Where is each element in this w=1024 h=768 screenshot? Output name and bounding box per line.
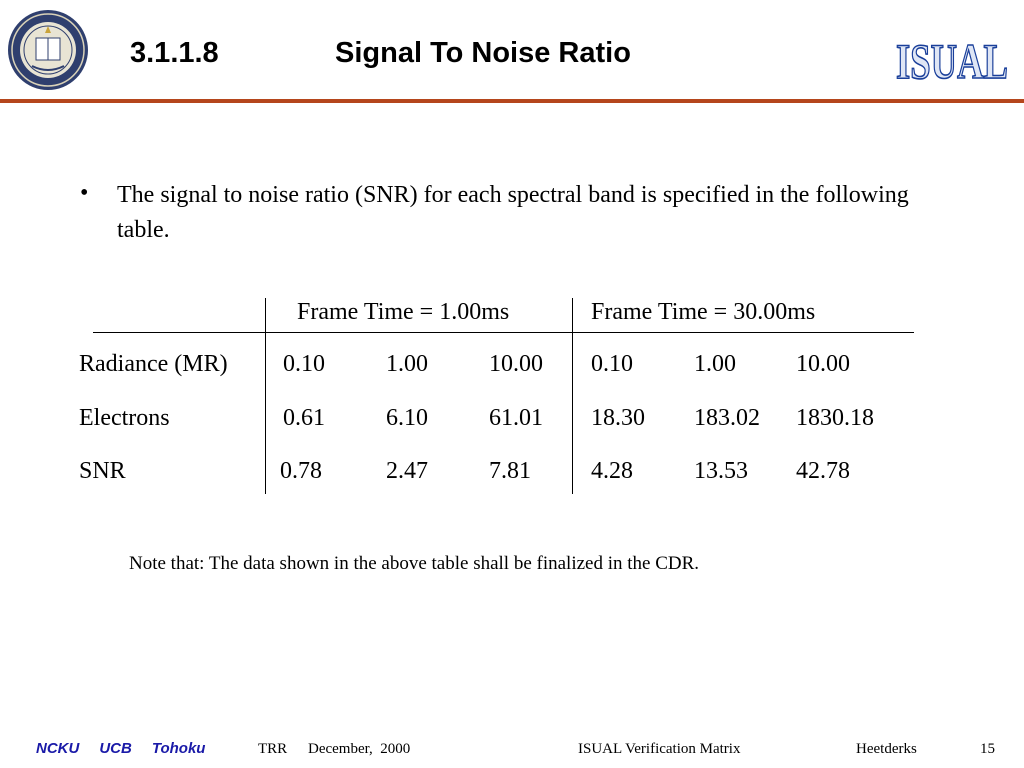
table-cell: 61.01 — [489, 405, 543, 431]
footer-page-number: 15 — [980, 741, 995, 757]
footer-organizations: NCKU UCB Tohoku — [36, 740, 225, 757]
group-header-1ms: Frame Time = 1.00ms — [297, 299, 510, 325]
table-cell: 0.78 — [280, 458, 322, 484]
table-cell: 1.00 — [694, 351, 736, 377]
footer-org-tohoku: Tohoku — [151, 740, 206, 757]
table-cell: 10.00 — [489, 351, 543, 377]
table-cell: 13.53 — [694, 458, 748, 484]
table-cell: 1830.18 — [796, 405, 874, 431]
table-cell: 0.61 — [283, 405, 325, 431]
group-header-30ms: Frame Time = 30.00ms — [591, 299, 816, 325]
section-number: 3.1.1.8 — [130, 37, 219, 69]
footer-org-ncku: NCKU — [36, 740, 80, 757]
footnote: Note that: The data shown in the above t… — [129, 553, 700, 574]
table-cell: 4.28 — [591, 458, 633, 484]
row-label-snr: SNR — [79, 458, 126, 484]
table-cell: 0.10 — [283, 351, 325, 377]
table-divider-left — [265, 298, 266, 494]
slide-title: Signal To Noise Ratio — [335, 37, 631, 69]
footer-document-title: ISUAL Verification Matrix — [578, 741, 741, 757]
table-cell: 42.78 — [796, 458, 850, 484]
isual-logo: ISUAL — [892, 28, 1014, 90]
bullet-marker: • — [80, 180, 89, 206]
university-seal-logo — [6, 8, 90, 92]
table-divider-middle — [572, 298, 573, 494]
table-cell: 2.47 — [386, 458, 428, 484]
footer-date: December, 2000 — [308, 741, 411, 757]
table-cell: 1.00 — [386, 351, 428, 377]
table-cell: 10.00 — [796, 351, 850, 377]
table-cell: 0.10 — [591, 351, 633, 377]
footer-author: Heetderks — [856, 741, 917, 757]
isual-logo-text: ISUAL — [896, 33, 1008, 88]
header-rule — [0, 99, 1024, 103]
table-cell: 183.02 — [694, 405, 760, 431]
table-header-rule — [93, 332, 914, 333]
row-label-radiance: Radiance (MR) — [79, 351, 228, 377]
footer-org-ucb: UCB — [99, 740, 132, 757]
table-cell: 7.81 — [489, 458, 531, 484]
bullet-text: The signal to noise ratio (SNR) for each… — [117, 182, 909, 243]
table-cell: 6.10 — [386, 405, 428, 431]
footer-trr: TRR — [258, 741, 288, 757]
row-label-electrons: Electrons — [79, 405, 170, 431]
table-cell: 18.30 — [591, 405, 645, 431]
